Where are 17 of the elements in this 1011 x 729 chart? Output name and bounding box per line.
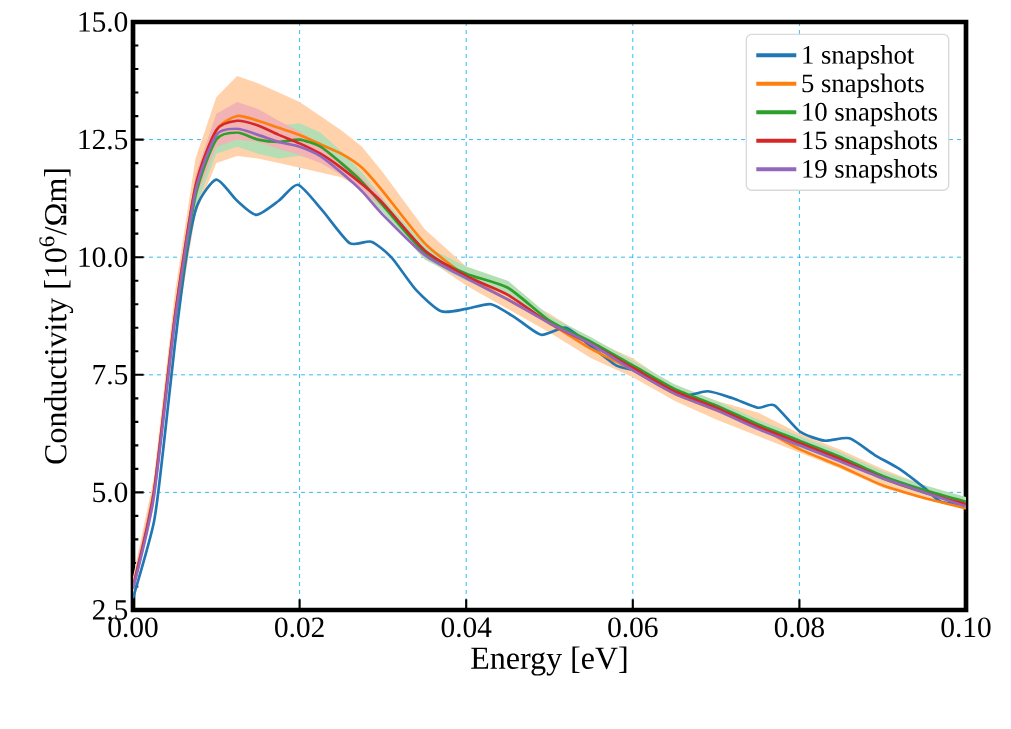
x-tick-label: 0.08: [774, 617, 824, 638]
y-tick-label: 12.5: [79, 129, 128, 150]
x-tick-label: 0.02: [275, 617, 324, 638]
x-tick-label: 0.04: [441, 617, 492, 638]
legend-label: 1 snapshot: [803, 45, 915, 70]
x-tick-label: 0.06: [608, 617, 658, 638]
x-tick-label: 0.10: [941, 617, 991, 638]
y-tick-label: 10.0: [79, 247, 128, 268]
y-axis-title: Conductivity [10$^{6}$/Ωm]: [39, 169, 74, 464]
legend-label: 15 snapshots: [803, 130, 938, 155]
legend-label: 10 snapshots: [803, 102, 938, 127]
y-tick-label: 7.5: [93, 364, 128, 385]
legend-label: 5 snapshots: [802, 73, 924, 98]
x-axis-title: Energy [eV]: [471, 646, 627, 676]
y-tick-label: 15.0: [79, 12, 128, 32]
y-tick-label: 5.0: [93, 482, 128, 503]
legend-label: 19 snapshots: [803, 159, 938, 184]
